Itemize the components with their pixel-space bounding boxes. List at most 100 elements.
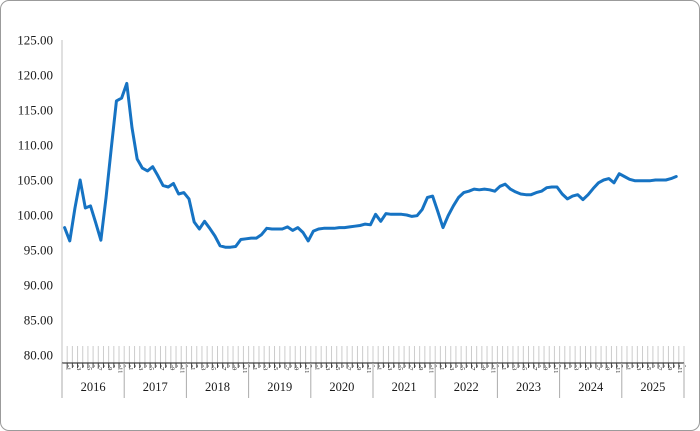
month-tick-label: -: [194, 365, 201, 367]
month-tick-label: -1: [251, 365, 258, 370]
month-tick-label: -: [484, 365, 491, 367]
month-tick-label: -: [277, 365, 284, 367]
month-tick-label: -9: [417, 365, 424, 370]
month-tick-label: -5: [85, 365, 92, 370]
y-tick-label: 110.00: [18, 138, 53, 153]
month-tick-label: -: [132, 365, 139, 367]
month-tick-label: -9: [168, 365, 175, 370]
month-tick-label: -9: [355, 365, 362, 370]
month-tick-label: -: [391, 365, 398, 367]
month-tick-label: -: [267, 365, 274, 367]
month-tick-label: -: [422, 365, 429, 367]
month-tick-label: -5: [583, 365, 590, 370]
month-tick-label: -7: [158, 365, 165, 371]
month-tick-label: -1: [624, 365, 631, 370]
month-tick-label: -7: [282, 365, 289, 371]
month-tick-label: -11: [676, 365, 683, 373]
month-tick-label: -5: [272, 365, 279, 370]
month-tick-label: -: [640, 365, 647, 367]
month-tick-label: -11: [179, 365, 186, 373]
month-tick-label: -11: [427, 365, 434, 373]
month-tick-label: -11: [365, 365, 372, 373]
month-tick-label: -: [505, 365, 512, 367]
month-tick-label: -: [173, 365, 180, 367]
month-tick-label: -: [256, 365, 263, 367]
index-series-line: [63, 81, 678, 249]
month-tick-label: -: [474, 365, 481, 367]
month-tick-label: -1: [189, 365, 196, 370]
year-label: 2024: [578, 380, 604, 394]
month-tick-label: -1: [500, 365, 507, 370]
year-label: 2025: [640, 380, 665, 394]
month-tick-label: -: [526, 365, 533, 367]
month-tick-label: -11: [552, 365, 559, 373]
month-tick-label: -: [536, 365, 543, 367]
month-tick-label: -: [319, 365, 326, 367]
y-tick-label: 95.00: [24, 243, 53, 258]
month-tick-label: -3: [448, 365, 455, 370]
month-tick-label: -9: [230, 365, 237, 370]
month-tick-label: -5: [459, 365, 466, 370]
y-tick-label: 125.00: [17, 33, 53, 48]
month-tick-label: -: [360, 365, 367, 367]
year-label: 2021: [392, 380, 417, 394]
month-tick-label: -: [153, 365, 160, 367]
month-tick-label: -7: [96, 365, 103, 371]
month-tick-label: -5: [210, 365, 217, 370]
axes-group: [61, 40, 684, 364]
month-ticks-group: [61, 346, 685, 368]
year-label: 2016: [81, 380, 106, 394]
y-tick-label: 105.00: [17, 173, 53, 188]
month-tick-label: -: [370, 365, 377, 367]
month-tick-label: -: [246, 365, 253, 367]
month-tick-label: -: [163, 365, 170, 367]
year-label: 2023: [516, 380, 541, 394]
month-tick-label: -: [650, 365, 657, 367]
month-tick-label: -: [101, 365, 108, 367]
month-tick-label: -: [205, 365, 212, 367]
month-tick-label: -3: [324, 365, 331, 370]
month-tick-label: -: [412, 365, 419, 367]
month-tick-label: -11: [490, 365, 497, 373]
y-tick-label: 115.00: [18, 103, 53, 118]
month-tick-label: -: [381, 365, 388, 367]
month-tick-label: -: [298, 365, 305, 367]
month-tick-label: -: [142, 365, 149, 367]
month-tick-label: -9: [666, 365, 673, 370]
data-series-group: [63, 81, 678, 249]
month-tick-label: -: [630, 365, 637, 367]
month-tick-label: -3: [262, 365, 269, 370]
month-tick-label: -7: [531, 365, 538, 371]
month-tick-label: -: [453, 365, 460, 367]
month-tick-label: -3: [386, 365, 393, 370]
year-label: 2020: [329, 380, 354, 394]
month-tick-label: -: [619, 365, 626, 367]
month-tick-label: -: [308, 365, 315, 367]
month-tick-label: -3: [635, 365, 642, 370]
y-tick-label: 120.00: [17, 68, 53, 83]
y-tick-label: 90.00: [24, 278, 53, 293]
year-label: 2018: [205, 380, 230, 394]
month-tick-label: -: [350, 365, 357, 367]
month-tick-label: -: [122, 365, 129, 367]
month-tick-label: -1: [313, 365, 320, 370]
y-tick-label: 100.00: [17, 208, 53, 223]
month-tick-label: -: [91, 365, 98, 367]
month-tick-label: -7: [655, 365, 662, 371]
month-tick-label: -: [578, 365, 585, 367]
month-tick-label: -: [184, 365, 191, 367]
month-tick-label: -5: [645, 365, 652, 370]
month-tick-label: -1: [376, 365, 383, 370]
month-tick-label: -: [464, 365, 471, 367]
month-tick-label: -: [402, 365, 409, 367]
month-tick-label: -9: [604, 365, 611, 370]
y-tick-label: 80.00: [24, 348, 53, 363]
month-tick-label: -: [215, 365, 222, 367]
month-tick-label: -11: [303, 365, 310, 373]
month-tick-label: -5: [396, 365, 403, 370]
month-tick-label: -: [329, 365, 336, 367]
month-tick-label: -: [567, 365, 574, 367]
month-tick-label: -3: [199, 365, 206, 370]
